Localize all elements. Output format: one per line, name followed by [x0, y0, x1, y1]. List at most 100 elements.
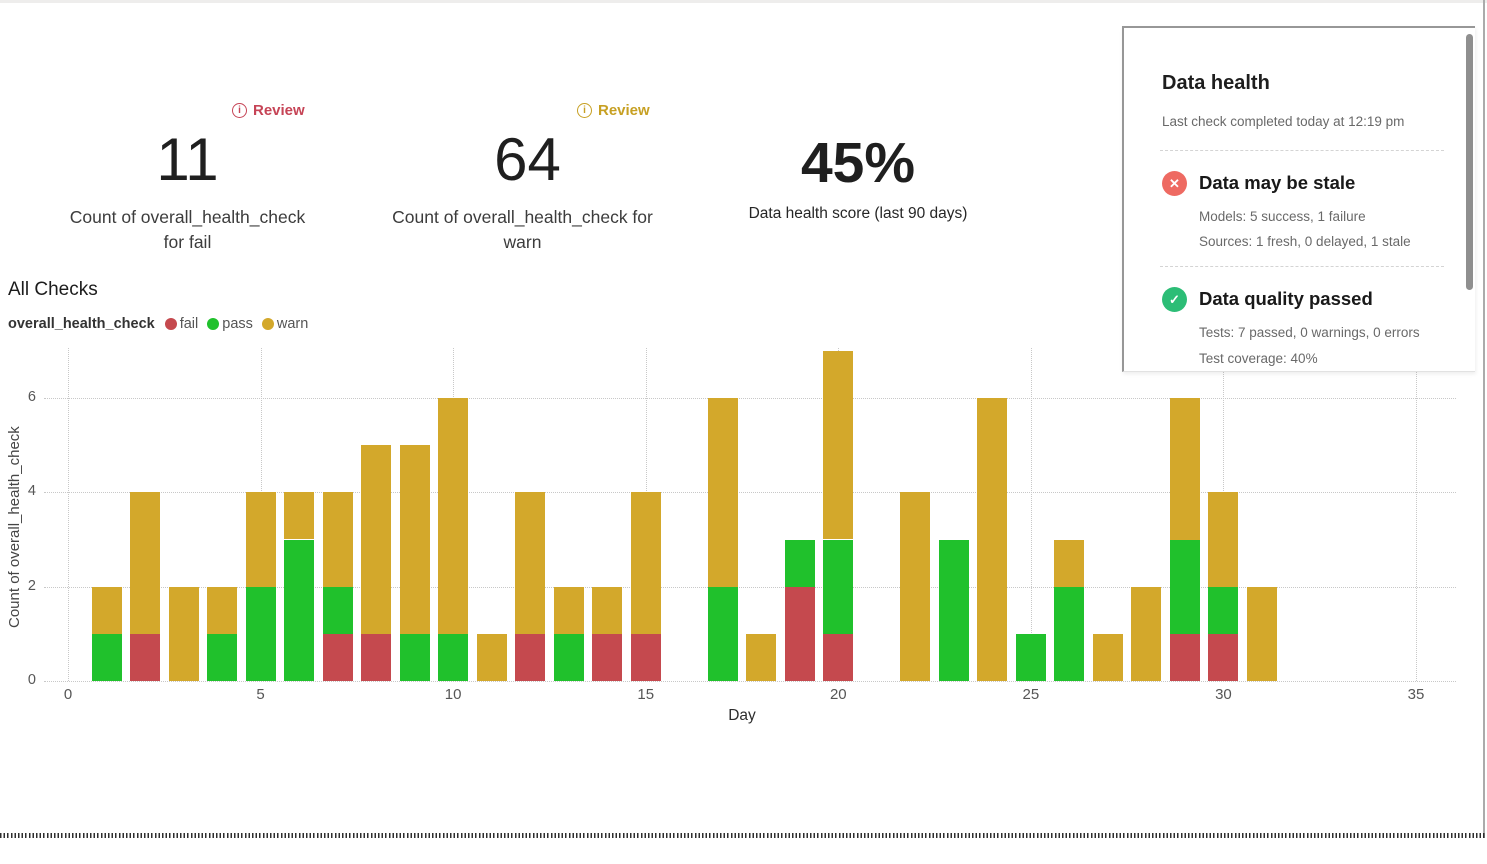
bar-segment-pass-day-29[interactable]	[1169, 539, 1200, 634]
kpi-label-line: for fail	[163, 231, 212, 252]
bar-segment-pass-day-4[interactable]	[207, 633, 238, 681]
bar-segment-warn-day-2[interactable]	[130, 492, 161, 634]
bar-segment-warn-day-15[interactable]	[630, 492, 661, 634]
bar-segment-fail-day-29[interactable]	[1169, 633, 1200, 681]
review-badge-label: Review	[253, 102, 305, 119]
legend-group-label: overall_health_check	[8, 316, 155, 332]
y-tick-label: 0	[27, 672, 36, 688]
bar-segment-pass-day-9[interactable]	[399, 633, 430, 681]
bar-segment-warn-day-3[interactable]	[168, 586, 199, 681]
bar-segment-warn-day-20[interactable]	[823, 350, 854, 540]
divider	[1160, 266, 1444, 267]
bar-segment-fail-day-20[interactable]	[823, 633, 854, 681]
bar-segment-fail-day-8[interactable]	[361, 633, 392, 681]
gridline-vertical	[68, 348, 69, 681]
bar-segment-warn-day-24[interactable]	[977, 398, 1008, 681]
bar-segment-pass-day-1[interactable]	[91, 633, 122, 681]
x-tick-label: 20	[829, 686, 847, 703]
x-tick-label: 35	[1407, 686, 1425, 703]
bar-segment-warn-day-30[interactable]	[1208, 492, 1239, 587]
chart-title: All Checks	[8, 279, 98, 300]
bar-segment-warn-day-7[interactable]	[322, 492, 353, 587]
bar-segment-pass-day-7[interactable]	[322, 586, 353, 634]
bar-segment-pass-day-30[interactable]	[1208, 586, 1239, 634]
status-title-stale: Data may be stale	[1199, 172, 1356, 193]
bar-segment-pass-day-25[interactable]	[1015, 633, 1046, 681]
panel-scrollbar-thumb[interactable]	[1466, 34, 1473, 290]
x-axis-label: Day	[728, 707, 756, 724]
bar-segment-pass-day-23[interactable]	[938, 539, 969, 681]
bar-segment-fail-day-19[interactable]	[784, 586, 815, 681]
gridline-horizontal	[44, 586, 1456, 588]
bar-segment-warn-day-11[interactable]	[476, 633, 507, 681]
bar-segment-pass-day-26[interactable]	[1054, 586, 1085, 681]
bar-segment-pass-day-13[interactable]	[553, 633, 584, 681]
bar-segment-warn-day-27[interactable]	[1092, 633, 1123, 681]
bar-segment-warn-day-4[interactable]	[207, 586, 238, 634]
kpi-label-line: Count of overall_health_check	[69, 207, 306, 227]
bar-segment-warn-day-26[interactable]	[1054, 539, 1085, 587]
bar-segment-warn-day-17[interactable]	[707, 398, 738, 587]
legend-item-fail[interactable]: fail	[164, 316, 198, 332]
bar-segment-fail-day-30[interactable]	[1208, 633, 1239, 681]
chart-legend: overall_health_check fail pass warn	[8, 315, 308, 333]
bar-segment-pass-day-17[interactable]	[707, 586, 738, 681]
bar-segment-fail-day-14[interactable]	[592, 633, 623, 681]
status-detail: Tests: 7 passed, 0 warnings, 0 errors	[1199, 325, 1420, 340]
bar-segment-warn-day-9[interactable]	[399, 445, 430, 634]
bar-segment-pass-day-19[interactable]	[784, 539, 815, 587]
review-badge-warn[interactable]: i Review	[577, 102, 650, 119]
status-detail: Sources: 1 fresh, 0 delayed, 1 stale	[1199, 234, 1411, 249]
x-tick-label: 25	[1022, 686, 1040, 703]
x-tick-label: 0	[63, 686, 73, 703]
bar-segment-warn-day-14[interactable]	[592, 586, 623, 634]
bar-segment-pass-day-10[interactable]	[438, 633, 469, 681]
y-tick-label: 4	[27, 483, 36, 500]
gridline-horizontal	[44, 492, 1456, 494]
status-title-quality: Data quality passed	[1199, 288, 1373, 309]
bar-segment-pass-day-6[interactable]	[284, 539, 315, 681]
bar-segment-fail-day-12[interactable]	[515, 633, 546, 681]
bar-segment-warn-day-5[interactable]	[245, 492, 276, 587]
bar-segment-pass-day-20[interactable]	[823, 539, 854, 634]
bar-segment-warn-day-18[interactable]	[746, 633, 777, 681]
legend-item-pass[interactable]: pass	[207, 316, 253, 332]
bar-segment-fail-day-7[interactable]	[322, 633, 353, 681]
bar-segment-warn-day-12[interactable]	[515, 492, 546, 634]
bar-segment-fail-day-15[interactable]	[630, 633, 661, 681]
page-divider-dashed	[0, 833, 1487, 838]
bar-segment-warn-day-6[interactable]	[284, 492, 315, 540]
x-circle-icon: ✕	[1162, 171, 1187, 196]
y-axis-label: Count of overall_health_check	[6, 426, 23, 628]
bar-segment-warn-day-28[interactable]	[1131, 586, 1162, 681]
bar-segment-warn-day-8[interactable]	[361, 445, 392, 634]
gridline-horizontal	[44, 681, 1456, 682]
data-health-panel: Data health Last check completed today a…	[1122, 26, 1475, 372]
bar-segment-pass-day-5[interactable]	[245, 586, 276, 681]
kpi-value-health-score: 45%	[800, 131, 916, 195]
bar-segment-warn-day-1[interactable]	[91, 586, 122, 634]
bar-segment-warn-day-10[interactable]	[438, 398, 469, 634]
bar-segment-fail-day-2[interactable]	[130, 633, 161, 681]
y-tick-label: 6	[27, 389, 36, 405]
status-detail: Test coverage: 40%	[1199, 351, 1318, 366]
kpi-value-fail: 11	[156, 126, 219, 193]
bar-segment-warn-day-31[interactable]	[1246, 586, 1277, 681]
bar-segment-warn-day-22[interactable]	[900, 492, 931, 681]
info-icon: i	[577, 103, 592, 118]
window-edge-line	[1483, 0, 1485, 838]
review-badge-fail[interactable]: i Review	[232, 102, 305, 119]
bar-segment-warn-day-13[interactable]	[553, 586, 584, 634]
kpi-label-fail: Count of overall_health_check for fail	[40, 205, 335, 255]
divider	[1160, 150, 1444, 151]
bar-segment-warn-day-29[interactable]	[1169, 398, 1200, 540]
kpi-label-health-score: Data health score (last 90 days)	[748, 205, 968, 222]
legend-item-warn[interactable]: warn	[261, 316, 309, 332]
check-circle-icon: ✓	[1162, 287, 1187, 312]
legend-label: warn	[276, 316, 309, 332]
legend-dot-fail	[164, 318, 177, 330]
kpi-label-warn: Count of overall_health_check for warn	[375, 205, 670, 255]
status-detail: Models: 5 success, 1 failure	[1199, 209, 1366, 224]
